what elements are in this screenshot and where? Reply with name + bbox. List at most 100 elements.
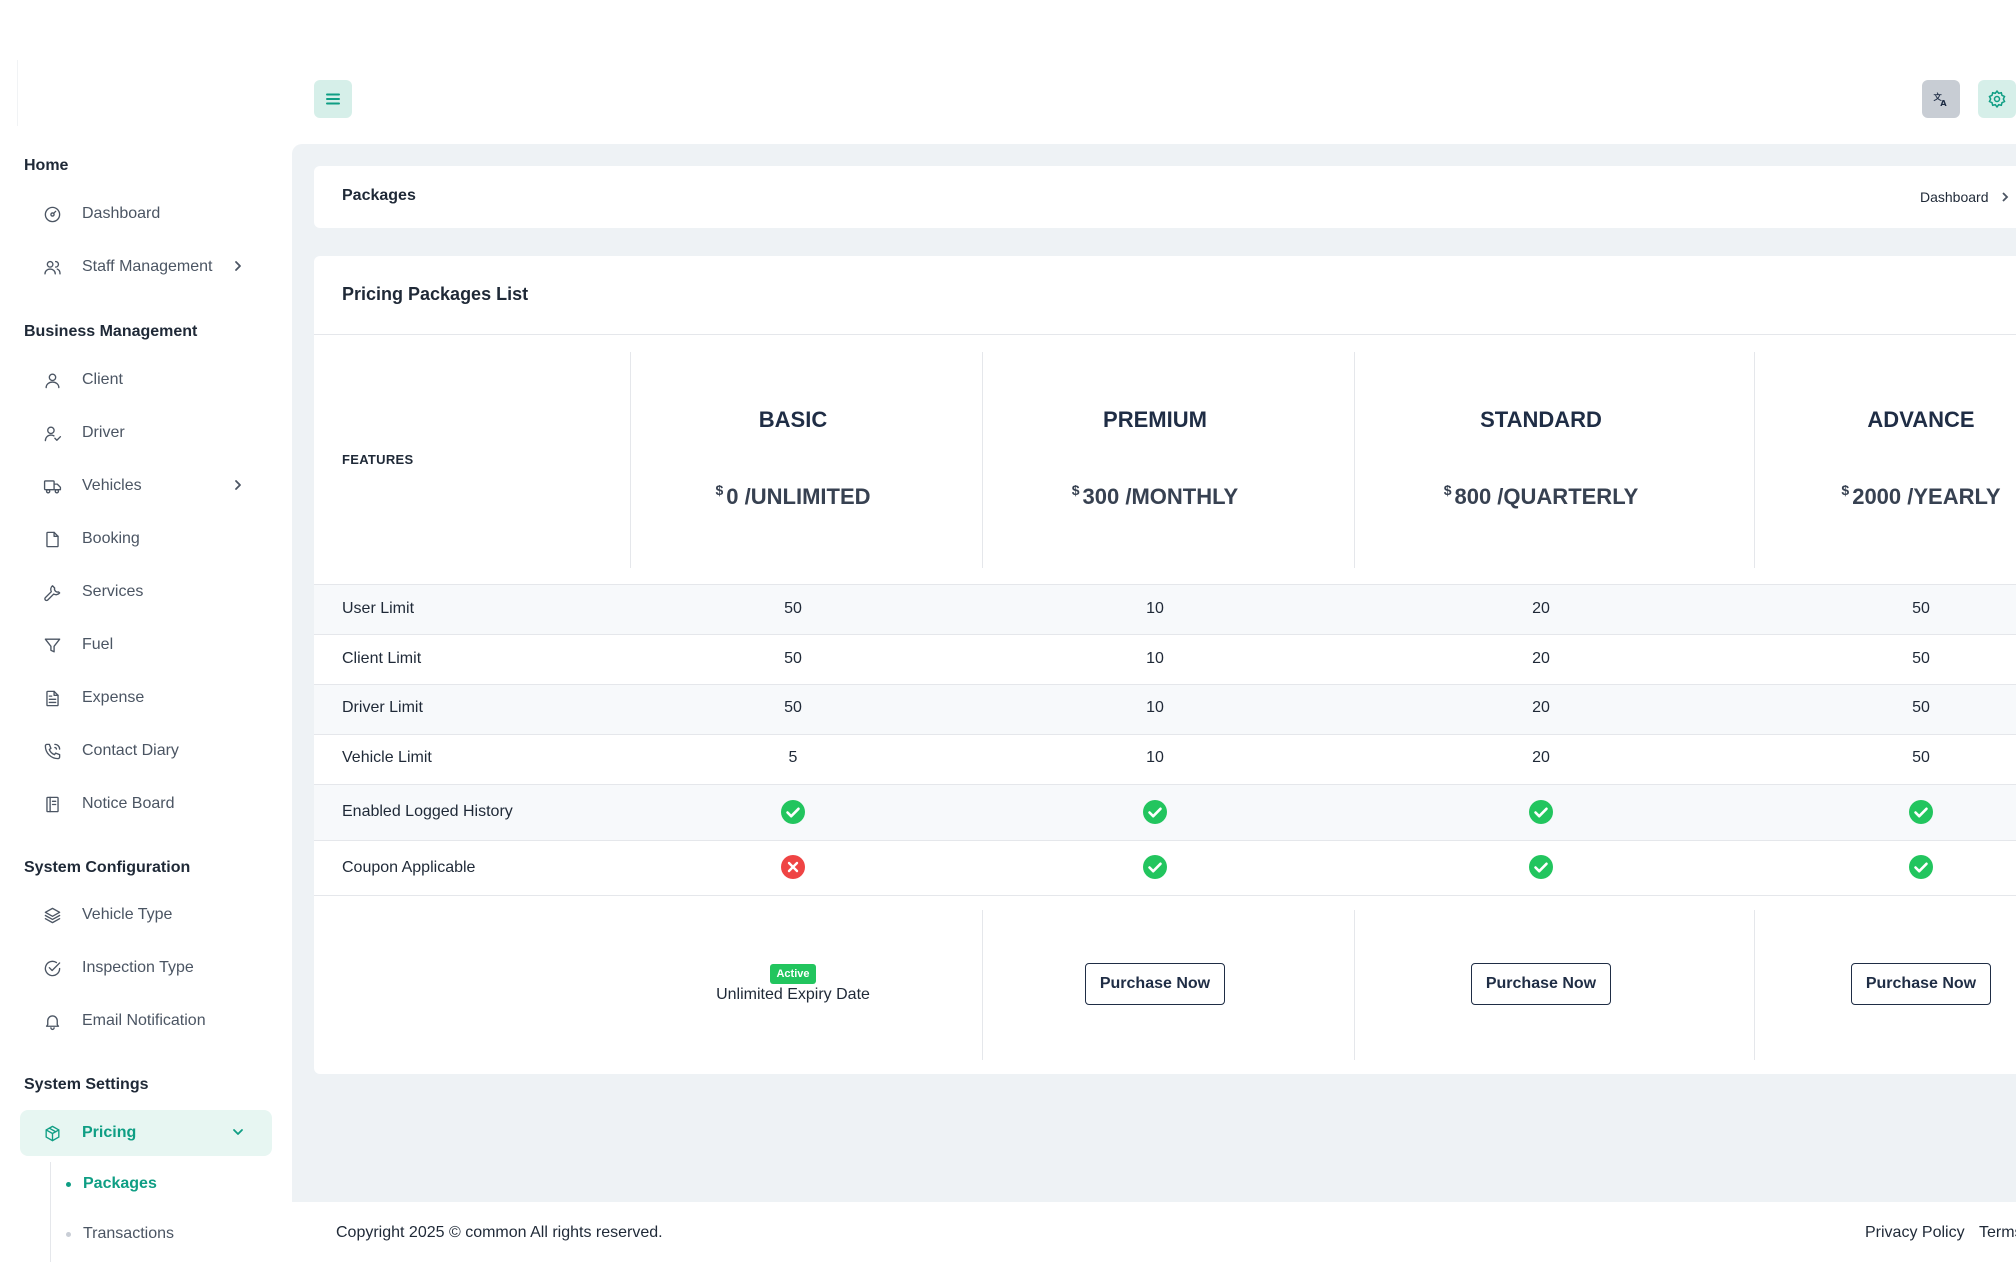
feature-value: 20	[1532, 699, 1550, 716]
sidebar-item-label: Driver	[82, 424, 125, 441]
price-value: 0 /UNLIMITED	[726, 484, 871, 509]
sidebar-item-label: Staff Management	[82, 258, 213, 275]
terms-link[interactable]: Terms	[1979, 1224, 2016, 1241]
currency-symbol: $	[1841, 482, 1850, 498]
feature-value: 10	[1146, 600, 1164, 617]
bullet-icon	[66, 1231, 71, 1237]
plan-name-basic: BASIC	[758, 407, 828, 432]
sidebar-item-label: Notice Board	[82, 795, 175, 812]
section-title-config: System Configuration	[24, 859, 191, 876]
feature-row: Vehicle Limit 5 10 20 50	[314, 734, 2016, 784]
chevron-right-icon	[2001, 192, 2008, 202]
sidebar-item-dashboard[interactable]: Dashboard	[20, 191, 272, 237]
hamburger-icon	[326, 93, 340, 105]
sidebar-item-staff-management[interactable]: Staff Management	[20, 244, 272, 290]
bullet-icon	[66, 1181, 71, 1187]
check-circle-icon	[1908, 799, 1934, 825]
users-icon	[42, 257, 62, 277]
sidebar-item-label: Expense	[82, 689, 145, 706]
purchase-now-button-advance[interactable]: Purchase Now	[1851, 963, 1991, 1005]
gear-icon	[1988, 89, 2006, 109]
package-icon	[42, 1123, 62, 1143]
feature-row: Client Limit 50 10 20 50	[314, 634, 2016, 684]
sidebar-item-booking[interactable]: Booking	[20, 516, 272, 562]
feature-value: 50	[784, 650, 802, 667]
notebook-icon	[42, 794, 62, 814]
plan-name-standard: STANDARD	[1480, 407, 1602, 432]
column-divider	[1354, 910, 1355, 1060]
file-icon	[42, 529, 62, 549]
currency-symbol: $	[715, 482, 724, 498]
check-circle-icon	[1142, 799, 1168, 825]
copyright-text: Copyright 2025 © common All rights reser…	[336, 1224, 663, 1241]
sidebar-item-label: Vehicles	[82, 477, 142, 494]
feature-label: Coupon Applicable	[342, 859, 476, 876]
expiry-text: Unlimited Expiry Date	[716, 986, 870, 1003]
menu-toggle-button[interactable]	[314, 80, 352, 118]
feature-value: 10	[1146, 650, 1164, 667]
features-column-header: FEATURES	[342, 452, 414, 467]
settings-button[interactable]	[1978, 80, 2016, 118]
sidebar-item-expense[interactable]: Expense	[20, 675, 272, 721]
sidebar-item-vehicle-type[interactable]: Vehicle Type	[20, 892, 272, 938]
sidebar-item-label: Pricing	[82, 1124, 137, 1141]
check-circle-icon	[780, 799, 806, 825]
breadcrumb[interactable]: Dashboard	[1920, 189, 2011, 205]
submenu-guide-line	[50, 1162, 51, 1262]
price-value: 300 /MONTHLY	[1082, 484, 1239, 509]
pricing-packages-card: Pricing Packages List FEATURES BASIC PRE…	[314, 256, 2016, 1074]
section-title-business: Business Management	[24, 323, 198, 340]
chevron-down-icon	[230, 1124, 246, 1140]
column-divider	[982, 910, 983, 1060]
page-header-card: Packages Dashboard	[314, 166, 2016, 228]
sidebar-item-notice-board[interactable]: Notice Board	[20, 781, 272, 827]
column-divider	[630, 352, 631, 568]
check-circle-icon	[1908, 854, 1934, 880]
sidebar-item-vehicles[interactable]: Vehicles	[20, 463, 272, 509]
sidebar-subitem-transactions[interactable]: Transactions	[66, 1225, 174, 1243]
feature-value: 5	[788, 749, 798, 766]
gauge-icon	[42, 204, 62, 224]
sidebar-subitem-label: Packages	[83, 1175, 157, 1192]
sidebar-item-client[interactable]: Client	[20, 357, 272, 403]
breadcrumb-link-dashboard[interactable]: Dashboard	[1920, 189, 1989, 205]
column-divider	[982, 352, 983, 568]
sidebar-item-contact-diary[interactable]: Contact Diary	[20, 728, 272, 774]
feature-value: 50	[1912, 600, 1930, 617]
sidebar-item-pricing[interactable]: Pricing	[20, 1110, 272, 1156]
language-button[interactable]: 文 A	[1922, 80, 1960, 118]
chevron-right-icon	[230, 258, 246, 274]
layers-icon	[42, 905, 62, 925]
sidebar-item-services[interactable]: Services	[20, 569, 272, 615]
sidebar-item-inspection-type[interactable]: Inspection Type	[20, 945, 272, 991]
sidebar-subitem-label: Transactions	[83, 1225, 174, 1242]
purchase-now-button-standard[interactable]: Purchase Now	[1471, 963, 1611, 1005]
currency-symbol: $	[1071, 482, 1080, 498]
truck-icon	[42, 476, 62, 496]
column-divider	[1754, 352, 1755, 568]
feature-label: Driver Limit	[342, 699, 423, 716]
sidebar-item-label: Fuel	[82, 636, 114, 653]
feature-value: 50	[1912, 650, 1930, 667]
card-title: Pricing Packages List	[342, 284, 529, 304]
feature-label: Enabled Logged History	[342, 803, 513, 820]
bell-icon	[42, 1011, 62, 1031]
sidebar-item-label: Contact Diary	[82, 742, 179, 759]
sidebar-item-fuel[interactable]: Fuel	[20, 622, 272, 668]
feature-label: User Limit	[342, 600, 415, 617]
plan-price-standard: $800 /QUARTERLY	[1381, 482, 1701, 510]
sidebar-item-driver[interactable]: Driver	[20, 410, 272, 456]
svg-text:A: A	[1940, 98, 1947, 108]
feature-label: Vehicle Limit	[342, 749, 432, 766]
sidebar-item-email-notification[interactable]: Email Notification	[20, 998, 272, 1044]
sidebar-item-label: Client	[82, 371, 123, 388]
sidebar-subitem-packages[interactable]: Packages	[66, 1175, 157, 1193]
plan-price-basic: $0 /UNLIMITED	[633, 482, 953, 510]
page-title: Packages	[342, 187, 416, 204]
translate-icon: 文 A	[1934, 92, 1948, 108]
plan-price-advance: $2000 /YEARLY	[1761, 482, 2016, 510]
feature-row: Driver Limit 50 10 20 50	[314, 684, 2016, 734]
purchase-now-button-premium[interactable]: Purchase Now	[1085, 963, 1225, 1005]
privacy-policy-link[interactable]: Privacy Policy	[1865, 1224, 1965, 1241]
logo-area	[17, 60, 18, 126]
